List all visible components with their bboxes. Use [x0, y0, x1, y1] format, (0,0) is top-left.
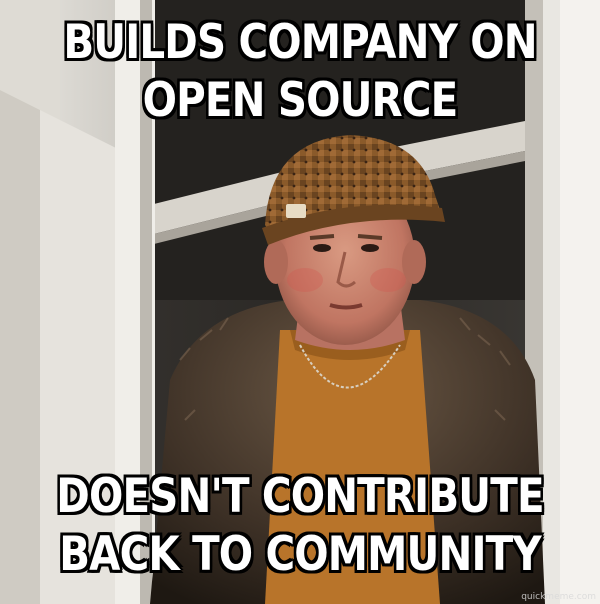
top-caption-line-2: OPEN SOURCE — [142, 73, 459, 128]
bottom-caption-line-2: BACK TO COMMUNITY — [59, 527, 541, 582]
bottom-caption-line-1: DOESN'T CONTRIBUTE — [56, 469, 544, 524]
top-caption-line-1: BUILDS COMPANY ON — [63, 15, 537, 70]
bottom-caption: DOESN'T CONTRIBUTE BACK TO COMMUNITY — [42, 468, 558, 584]
top-caption: BUILDS COMPANY ON OPEN SOURCE — [42, 14, 558, 130]
watermark: quickmeme.com — [521, 592, 596, 602]
